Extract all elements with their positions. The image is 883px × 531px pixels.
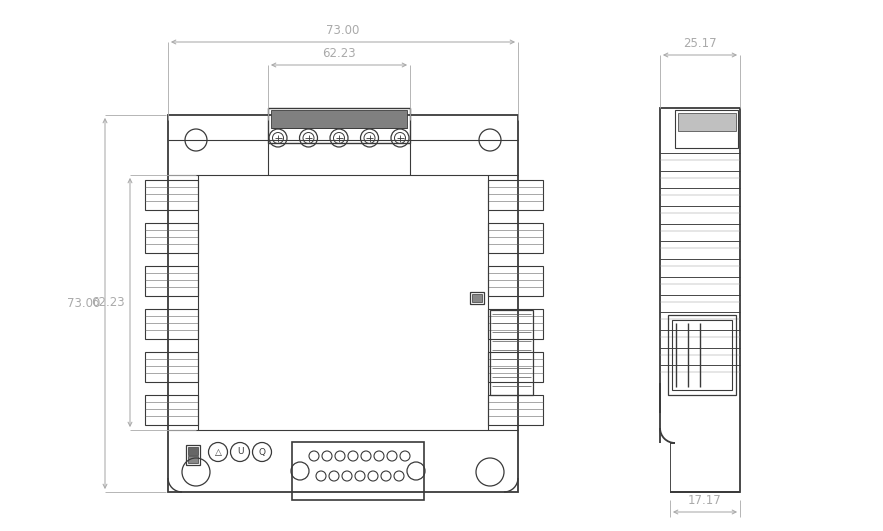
Bar xyxy=(271,110,407,128)
Bar xyxy=(145,180,198,210)
Bar xyxy=(472,294,482,302)
Text: 62.23: 62.23 xyxy=(322,47,356,60)
Text: △: △ xyxy=(215,448,222,457)
Text: 17.17: 17.17 xyxy=(688,494,722,507)
Bar xyxy=(268,108,410,143)
Bar xyxy=(675,110,738,148)
Bar xyxy=(488,309,543,339)
Bar xyxy=(145,223,198,253)
Bar xyxy=(292,442,424,500)
Bar xyxy=(490,310,533,395)
Bar xyxy=(658,443,670,494)
Bar xyxy=(488,352,543,382)
Bar xyxy=(145,266,198,296)
Text: 73.00: 73.00 xyxy=(66,297,100,310)
Text: 62.23: 62.23 xyxy=(91,296,125,309)
Bar xyxy=(188,456,198,463)
Bar xyxy=(668,315,736,395)
Bar xyxy=(678,113,736,131)
Text: 73.00: 73.00 xyxy=(327,24,359,37)
Text: 25.17: 25.17 xyxy=(683,37,717,50)
Text: U: U xyxy=(237,448,243,457)
Bar xyxy=(660,108,740,492)
Bar xyxy=(145,395,198,425)
Bar xyxy=(672,320,732,390)
Bar xyxy=(168,115,518,492)
Bar xyxy=(188,447,198,455)
Text: Q: Q xyxy=(259,448,266,457)
Bar xyxy=(186,445,200,465)
Bar xyxy=(145,352,198,382)
Bar xyxy=(488,180,543,210)
Bar xyxy=(145,309,198,339)
Bar xyxy=(470,292,484,304)
Bar xyxy=(488,395,543,425)
Bar xyxy=(488,266,543,296)
Bar xyxy=(488,223,543,253)
